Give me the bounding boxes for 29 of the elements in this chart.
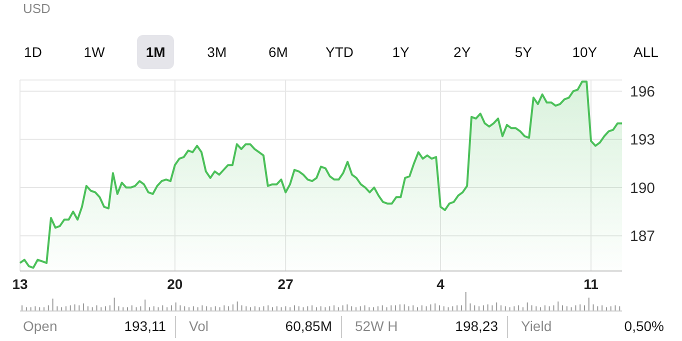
text: Open	[23, 318, 58, 334]
text: 5Y	[514, 44, 533, 60]
text: 60,85M	[285, 318, 332, 334]
y-tick-label: 187	[630, 228, 656, 246]
x-tick-label: 27	[278, 276, 294, 292]
text: 52W H	[355, 318, 398, 334]
chart-title: USD	[23, 1, 50, 16]
text: 1W	[82, 44, 106, 60]
y-tick-label: 190	[630, 180, 656, 197]
text: 1D	[23, 44, 43, 60]
x-tick-label: 20	[167, 276, 183, 292]
text: 2Y	[452, 44, 472, 60]
text: ALL	[632, 44, 660, 60]
y-tick-label: 196	[630, 84, 656, 101]
text: 198,23	[455, 318, 498, 334]
text: Yield	[521, 318, 552, 334]
y-tick-label: 193	[630, 132, 656, 149]
text: 1Y	[391, 44, 410, 60]
text: 10Y	[571, 44, 598, 60]
text: YTD	[324, 44, 354, 60]
text: 0,50%	[624, 318, 664, 334]
text: 1M	[144, 44, 166, 60]
text: 193,11	[124, 318, 166, 334]
x-tick-label: 4	[436, 276, 445, 292]
text: Vol	[189, 318, 208, 334]
text: 6M	[267, 44, 289, 60]
x-tick-label: 13	[12, 276, 28, 292]
x-tick-label: 11	[584, 276, 599, 292]
text: 3M	[206, 44, 228, 60]
